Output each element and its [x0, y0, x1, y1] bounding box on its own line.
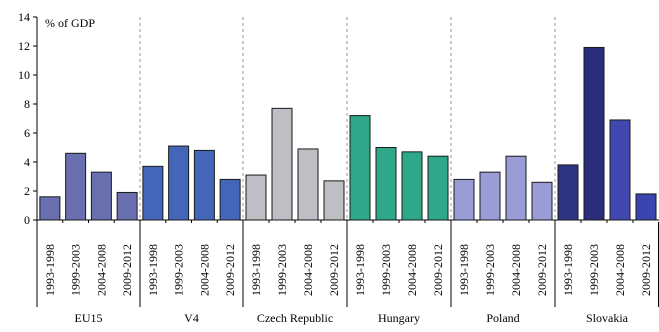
period-label: 2009-2012	[639, 244, 653, 296]
period-label: 1993-1998	[146, 244, 160, 296]
period-label: 2004-2008	[509, 244, 523, 296]
period-label: 1999-2003	[69, 244, 83, 296]
y-tick-label: 14	[18, 10, 30, 24]
bar-czech-republic-1	[271, 107, 293, 221]
group-label: Czech Republic	[257, 311, 333, 325]
y-axis-label: % of GDP	[45, 16, 95, 30]
period-label: 2009-2012	[223, 244, 237, 296]
bar-slovakia-1	[583, 46, 605, 221]
bar-czech-republic-2	[297, 148, 319, 221]
period-label: 1999-2003	[587, 244, 601, 296]
bar-slovakia-0	[557, 164, 579, 221]
bar-eu15-0	[39, 196, 61, 221]
period-label: 2004-2008	[301, 244, 315, 296]
period-label: 1999-2003	[379, 244, 393, 296]
period-label: 1993-1998	[353, 244, 367, 296]
bar-eu15-2	[90, 171, 112, 221]
bar-hungary-0	[349, 115, 371, 221]
group-label: EU15	[75, 311, 103, 325]
period-label: 1999-2003	[483, 244, 497, 296]
period-label: 1993-1998	[43, 244, 57, 296]
period-label: 1999-2003	[275, 244, 289, 296]
y-tick-label: 12	[18, 39, 30, 53]
period-label: 1993-1998	[561, 244, 575, 296]
bar-slovakia-3	[635, 193, 657, 221]
period-label: 1993-1998	[249, 244, 263, 296]
y-tick-label: 6	[24, 126, 30, 140]
bar-poland-0	[453, 178, 475, 221]
group-label: V4	[184, 311, 199, 325]
bar-hungary-1	[375, 147, 397, 221]
bar-hungary-2	[401, 151, 423, 221]
y-tick-label: 8	[24, 97, 30, 111]
bar-czech-republic-3	[323, 180, 345, 221]
group-label: Poland	[486, 311, 519, 325]
group-label: Hungary	[378, 311, 420, 325]
y-tick-label: 0	[24, 213, 30, 227]
bar-v4-1	[168, 145, 190, 221]
bar-v4-3	[219, 178, 241, 221]
bar-eu15-1	[65, 152, 87, 221]
y-tick-label: 10	[18, 68, 30, 82]
y-tick-label: 2	[24, 184, 30, 198]
period-label: 2009-2012	[535, 244, 549, 296]
bar-poland-1	[479, 171, 501, 221]
bar-hungary-3	[427, 155, 449, 221]
bar-v4-0	[142, 165, 164, 221]
y-tick-label: 4	[24, 155, 30, 169]
bar-poland-3	[531, 181, 553, 221]
period-label: 2004-2008	[94, 244, 108, 296]
period-label: 2004-2008	[405, 244, 419, 296]
bar-v4-2	[193, 149, 215, 221]
period-label: 1993-1998	[457, 244, 471, 296]
bar-czech-republic-0	[245, 174, 267, 221]
group-label: Slovakia	[586, 311, 629, 325]
period-label: 2009-2012	[120, 244, 134, 296]
period-label: 2009-2012	[431, 244, 445, 296]
period-label: 1999-2003	[172, 244, 186, 296]
period-label: 2004-2008	[613, 244, 627, 296]
bar-eu15-3	[116, 191, 138, 221]
period-label: 2004-2008	[197, 244, 211, 296]
bar-slovakia-2	[609, 119, 631, 221]
bar-poland-2	[505, 155, 527, 221]
period-label: 2009-2012	[327, 244, 341, 296]
